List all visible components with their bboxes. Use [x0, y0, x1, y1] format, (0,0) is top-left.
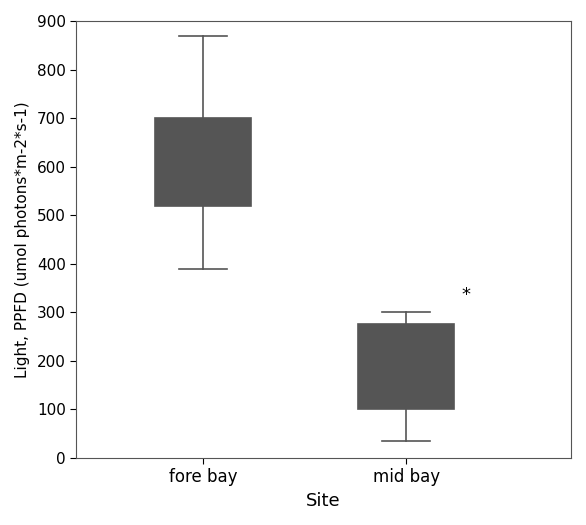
PathPatch shape — [155, 118, 251, 205]
PathPatch shape — [358, 324, 454, 410]
X-axis label: Site: Site — [306, 492, 341, 510]
Y-axis label: Light, PPFD (umol photons*m-2*s-1): Light, PPFD (umol photons*m-2*s-1) — [15, 101, 30, 378]
Text: *: * — [462, 286, 471, 303]
